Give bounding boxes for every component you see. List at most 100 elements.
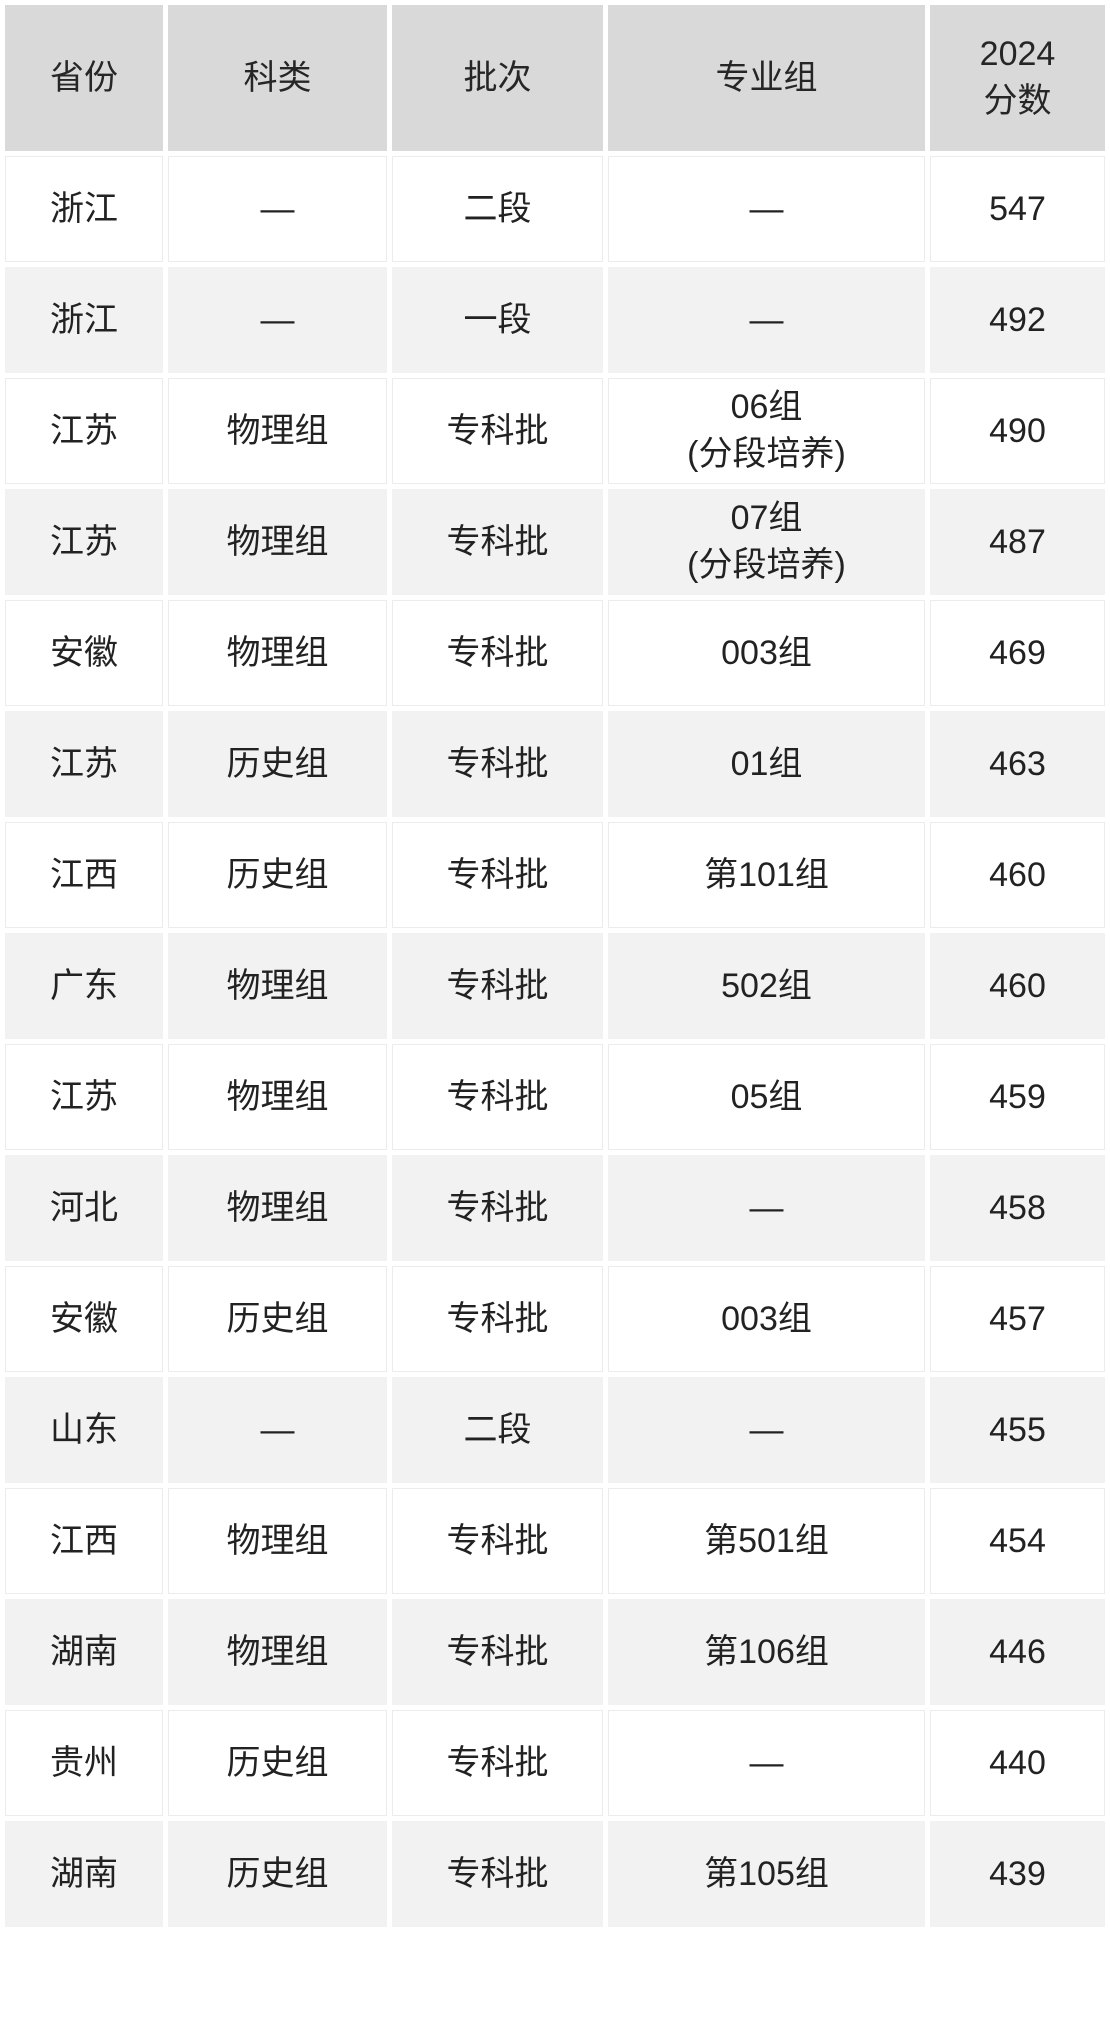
cell-group: — bbox=[608, 267, 925, 373]
cell-province: 江苏 bbox=[5, 1044, 163, 1150]
table-row: 安徽 历史组 专科批 003组 457 bbox=[5, 1266, 1105, 1372]
cell-category: 历史组 bbox=[168, 1821, 387, 1927]
cell-category: 物理组 bbox=[168, 1488, 387, 1594]
cell-score: 460 bbox=[930, 822, 1105, 928]
header-row: 省份 科类 批次 专业组 2024 分数 bbox=[5, 5, 1105, 151]
cell-batch: 专科批 bbox=[392, 1044, 603, 1150]
col-header-batch: 批次 bbox=[392, 5, 603, 151]
cell-group: 05组 bbox=[608, 1044, 925, 1150]
table-row: 江西 历史组 专科批 第101组 460 bbox=[5, 822, 1105, 928]
cell-category: 物理组 bbox=[168, 1599, 387, 1705]
table-row: 安徽 物理组 专科批 003组 469 bbox=[5, 600, 1105, 706]
table-row: 湖南 历史组 专科批 第105组 439 bbox=[5, 1821, 1105, 1927]
table-row: 山东 — 二段 —455 bbox=[5, 1377, 1105, 1483]
cell-batch: 专科批 bbox=[392, 711, 603, 817]
cell-batch: 专科批 bbox=[392, 1710, 603, 1816]
cell-score: 460 bbox=[930, 933, 1105, 1039]
cell-category: 物理组 bbox=[168, 600, 387, 706]
table-row: 河北 物理组 专科批 —458 bbox=[5, 1155, 1105, 1261]
table-row: 湖南 物理组 专科批 第106组 446 bbox=[5, 1599, 1105, 1705]
cell-score: 440 bbox=[930, 1710, 1105, 1816]
cell-score: 490 bbox=[930, 378, 1105, 484]
cell-batch: 专科批 bbox=[392, 1266, 603, 1372]
cell-province: 广东 bbox=[5, 933, 163, 1039]
admission-scores-table: 省份 科类 批次 专业组 2024 分数 浙江 — 二段 —547 浙江 — 一段 —492 江… bbox=[5, 5, 1105, 1927]
cell-score: 492 bbox=[930, 267, 1105, 373]
cell-category: — bbox=[168, 1377, 387, 1483]
cell-category: — bbox=[168, 267, 387, 373]
cell-score: 455 bbox=[930, 1377, 1105, 1483]
cell-batch: 专科批 bbox=[392, 1821, 603, 1927]
cell-score: 547 bbox=[930, 156, 1105, 262]
cell-category: — bbox=[168, 156, 387, 262]
cell-category: 物理组 bbox=[168, 1155, 387, 1261]
cell-batch: 二段 bbox=[392, 1377, 603, 1483]
cell-group: 01组 bbox=[608, 711, 925, 817]
cell-province: 湖南 bbox=[5, 1599, 163, 1705]
cell-score: 454 bbox=[930, 1488, 1105, 1594]
cell-score: 446 bbox=[930, 1599, 1105, 1705]
cell-batch: 专科批 bbox=[392, 378, 603, 484]
table-body: 浙江 — 二段 —547 浙江 — 一段 —492 江苏 物理组 专科批 06组 (分段培养) 490 江… bbox=[5, 156, 1105, 1927]
table-row: 浙江 — 二段 —547 bbox=[5, 156, 1105, 262]
cell-category: 历史组 bbox=[168, 822, 387, 928]
cell-province: 江苏 bbox=[5, 378, 163, 484]
cell-group: — bbox=[608, 156, 925, 262]
cell-group: — bbox=[608, 1155, 925, 1261]
cell-province: 河北 bbox=[5, 1155, 163, 1261]
table-row: 江苏 物理组 专科批 05组 459 bbox=[5, 1044, 1105, 1150]
col-header-category: 科类 bbox=[168, 5, 387, 151]
col-header-score: 2024 分数 bbox=[930, 5, 1105, 151]
cell-province: 江苏 bbox=[5, 489, 163, 595]
cell-group: 第105组 bbox=[608, 1821, 925, 1927]
cell-batch: 专科批 bbox=[392, 822, 603, 928]
cell-score: 459 bbox=[930, 1044, 1105, 1150]
cell-score: 469 bbox=[930, 600, 1105, 706]
cell-category: 物理组 bbox=[168, 489, 387, 595]
cell-province: 江苏 bbox=[5, 711, 163, 817]
cell-category: 物理组 bbox=[168, 1044, 387, 1150]
cell-score: 463 bbox=[930, 711, 1105, 817]
cell-category: 历史组 bbox=[168, 711, 387, 817]
cell-group: 502组 bbox=[608, 933, 925, 1039]
cell-batch: 专科批 bbox=[392, 600, 603, 706]
col-header-group: 专业组 bbox=[608, 5, 925, 151]
cell-group: 06组 (分段培养) bbox=[608, 378, 925, 484]
cell-batch: 专科批 bbox=[392, 489, 603, 595]
cell-group: 003组 bbox=[608, 1266, 925, 1372]
cell-batch: 专科批 bbox=[392, 1599, 603, 1705]
table-row: 江苏 物理组 专科批 06组 (分段培养) 490 bbox=[5, 378, 1105, 484]
cell-batch: 专科批 bbox=[392, 933, 603, 1039]
cell-group: 第501组 bbox=[608, 1488, 925, 1594]
cell-province: 山东 bbox=[5, 1377, 163, 1483]
cell-category: 物理组 bbox=[168, 378, 387, 484]
table-row: 江苏 历史组 专科批 01组 463 bbox=[5, 711, 1105, 817]
cell-category: 历史组 bbox=[168, 1266, 387, 1372]
cell-score: 457 bbox=[930, 1266, 1105, 1372]
cell-batch: 一段 bbox=[392, 267, 603, 373]
cell-province: 贵州 bbox=[5, 1710, 163, 1816]
cell-batch: 专科批 bbox=[392, 1155, 603, 1261]
cell-score: 458 bbox=[930, 1155, 1105, 1261]
table-row: 江西 物理组 专科批 第501组 454 bbox=[5, 1488, 1105, 1594]
cell-province: 安徽 bbox=[5, 600, 163, 706]
cell-batch: 专科批 bbox=[392, 1488, 603, 1594]
table-row: 广东 物理组 专科批 502组 460 bbox=[5, 933, 1105, 1039]
cell-province: 江西 bbox=[5, 822, 163, 928]
cell-category: 物理组 bbox=[168, 933, 387, 1039]
cell-batch: 二段 bbox=[392, 156, 603, 262]
cell-group: 003组 bbox=[608, 600, 925, 706]
cell-province: 江西 bbox=[5, 1488, 163, 1594]
cell-province: 浙江 bbox=[5, 267, 163, 373]
cell-group: 第101组 bbox=[608, 822, 925, 928]
cell-province: 安徽 bbox=[5, 1266, 163, 1372]
col-header-province: 省份 bbox=[5, 5, 163, 151]
cell-group: — bbox=[608, 1377, 925, 1483]
table-row: 浙江 — 一段 —492 bbox=[5, 267, 1105, 373]
table-row: 贵州 历史组 专科批 —440 bbox=[5, 1710, 1105, 1816]
cell-score: 439 bbox=[930, 1821, 1105, 1927]
cell-group: 第106组 bbox=[608, 1599, 925, 1705]
cell-group: — bbox=[608, 1710, 925, 1816]
table-row: 江苏 物理组 专科批 07组 (分段培养) 487 bbox=[5, 489, 1105, 595]
cell-category: 历史组 bbox=[168, 1710, 387, 1816]
